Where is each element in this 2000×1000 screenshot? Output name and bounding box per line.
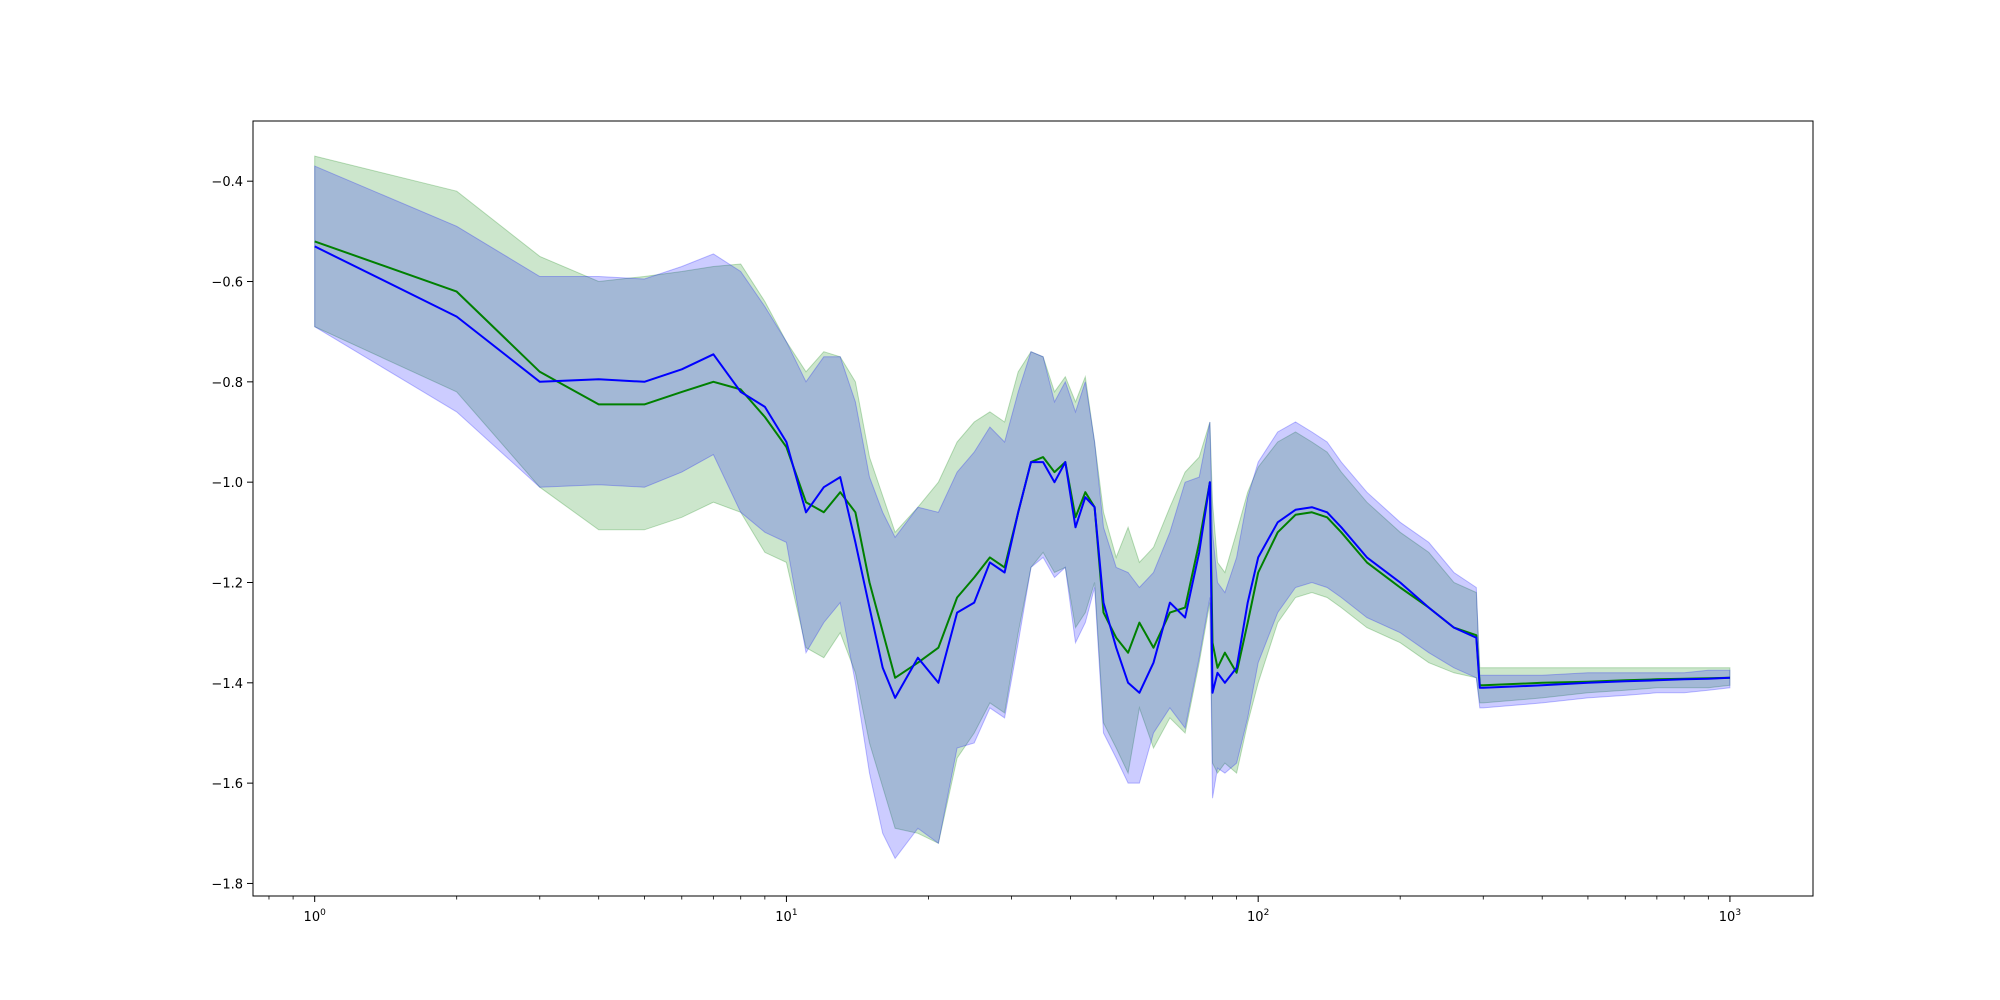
- x-tick-label: 100: [304, 908, 327, 925]
- plot-frame: [252, 120, 1814, 897]
- x-tick-exponent: 1: [792, 908, 798, 918]
- x-tick-exponent: 0: [320, 908, 326, 918]
- x-tick-label: 101: [775, 908, 797, 925]
- y-tick-label: −1.0: [211, 476, 243, 491]
- x-tick-exponent: 2: [1264, 908, 1270, 918]
- y-tick-label: −0.6: [211, 276, 243, 291]
- y-tick-label: −1.8: [211, 877, 243, 892]
- y-tick-label: −1.4: [211, 677, 243, 692]
- x-tick-base: 10: [304, 910, 321, 925]
- y-tick-label: −0.4: [211, 175, 243, 190]
- y-tick-label: −0.8: [211, 376, 243, 391]
- y-tick-label: −1.6: [211, 777, 243, 792]
- y-axis: −0.4 −0.6 −0.8 −1.0 −1.2 −1.4 −1.6 −1.8: [211, 175, 253, 892]
- x-axis: 100 101 102 103: [268, 896, 1741, 925]
- x-tick-base: 10: [775, 910, 792, 925]
- series-2-line: [314, 245, 1730, 699]
- x-tick-base: 10: [1247, 910, 1264, 925]
- series-2-band: [314, 165, 1731, 860]
- x-tick-label: 102: [1247, 908, 1269, 925]
- series-lines: [314, 240, 1730, 699]
- x-tick-exponent: 3: [1735, 908, 1741, 918]
- y-tick-label: −1.2: [211, 576, 243, 591]
- x-tick-base: 10: [1719, 910, 1736, 925]
- x-tick-label: 103: [1719, 908, 1741, 925]
